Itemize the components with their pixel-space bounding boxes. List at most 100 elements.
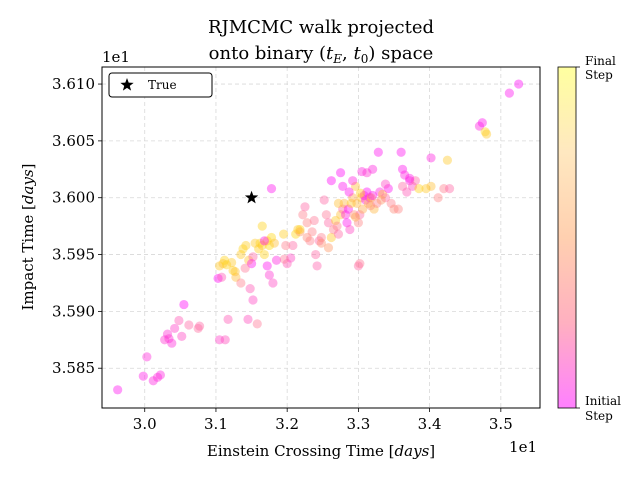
scatter-point [362,168,372,178]
scatter-point [439,184,449,194]
scatter-point [288,240,298,251]
scatter-point [291,229,301,239]
scatter-point [504,88,514,98]
scatter-point [355,188,366,198]
title-t0: t [353,43,361,64]
y-tick-label: 3.585 [52,359,95,377]
scatter-point [360,195,371,205]
scatter-point [326,232,336,243]
scatter-point [372,198,382,208]
title-suffix: ) space [368,43,433,64]
scatter-point [257,221,267,231]
scatter-point [227,257,237,268]
scatter-point [246,259,257,269]
scatter-point [302,232,312,243]
scatter-point [316,238,326,248]
colorbar-bottom-label-1: Initial [585,394,621,408]
scatter-point [243,314,253,324]
colorbar-bottom-label-2: Step [585,409,613,423]
scatter-point [264,240,274,251]
x-tick-label: 3.3 [346,415,370,433]
x-ticks: 3.0 3.1 3.2 3.3 3.4 3.5 [133,408,513,433]
scatter-point [177,331,187,341]
scatter-point [355,259,365,269]
scatter-point [244,255,254,265]
legend-star-icon [120,78,134,91]
scatter-point [255,238,265,248]
x-tick-label: 3.5 [489,415,513,433]
scatter-point [373,147,383,157]
scatter-point [238,244,248,254]
scatter-point [345,224,355,235]
scatter-point [323,243,334,253]
scatter-point [358,204,368,214]
scatter-point [193,323,203,334]
scatter-point [514,79,524,89]
scatter-point [236,249,246,260]
scatter-point [481,129,492,139]
y-ticks: 3.585 3.590 3.595 3.600 3.605 3.610 [52,75,102,377]
scatter-point [346,198,356,208]
scatter-point [405,173,415,183]
scatter-point [302,218,312,228]
scatter-point [375,187,385,197]
scatter-point [342,218,352,228]
scatter-point [343,204,354,214]
scatter-point [386,198,396,208]
scatter-point [323,218,334,228]
scatter-point [266,184,277,194]
scatter-point [262,261,272,271]
scatter-point [174,315,184,326]
scatter-point [279,254,289,264]
scatter-point [228,265,238,276]
scatter-point [349,210,359,220]
scatter-point [348,176,358,186]
scatter-point [366,193,376,203]
scatter-point [362,187,372,197]
scatter-point [353,261,363,271]
scatter-point [286,253,296,263]
scatter-point [148,376,158,386]
scatter-point [331,215,341,226]
scatter-point [380,193,391,203]
scatter-point [356,193,366,203]
scatter-point [254,244,264,254]
scatter-point [217,272,227,282]
scatter-point [264,270,274,280]
x-tick-label: 3.4 [418,415,442,433]
scatter-point [393,204,403,214]
scatter-point [250,238,260,248]
scatter-point [348,193,358,203]
x-offset-text: 1e1 [509,438,537,456]
scatter-point [259,249,269,260]
scatter-point [279,229,289,239]
legend-box [108,72,213,98]
scatter-point [365,193,375,203]
scatter-point [219,255,230,265]
scatter-point [269,238,279,248]
colorbar-top-label-1: Final [585,54,616,68]
scatter-point [214,261,225,271]
scatter-point [281,240,291,251]
title-prefix: onto binary ( [209,43,326,64]
scatter-point [442,155,453,165]
scatter-point [378,189,388,199]
scatter-point [160,335,170,345]
scatter-point [421,184,431,194]
scatter-point [433,193,443,203]
y-tick-label: 3.600 [52,189,95,207]
scatter-point [252,319,262,329]
scatter-point [321,210,331,220]
scatter-point [271,255,282,265]
scatter-point [162,329,173,339]
scatter-point [167,338,177,348]
scatter-point [220,335,230,345]
scatter-point [113,385,123,395]
scatter-point [335,168,346,178]
scatter-point [222,260,232,270]
scatter-point [305,236,315,246]
scatter-point [326,176,336,186]
scatter-point [138,371,148,381]
scatter-point [295,224,305,235]
